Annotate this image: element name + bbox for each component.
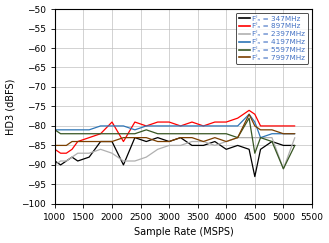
X-axis label: Sample Rate (MSPS): Sample Rate (MSPS) [134, 227, 233, 237]
Legend: Fᴵₙ = 347MHz, Fᴵₙ = 897MHz, Fᴵₙ = 2397MHz, Fᴵₙ = 4197MHz, Fᴵₙ = 5597MHz, Fᴵₙ = 7: Fᴵₙ = 347MHz, Fᴵₙ = 897MHz, Fᴵₙ = 2397MH… [236, 13, 308, 64]
Y-axis label: HD3 (dBFS): HD3 (dBFS) [6, 78, 15, 135]
